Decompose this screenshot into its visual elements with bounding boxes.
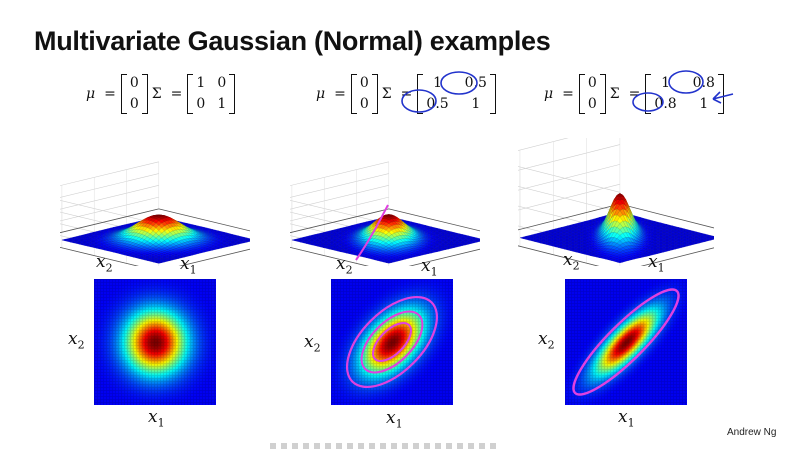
x2-label: x2 — [304, 332, 321, 355]
mu-value: 0 — [587, 75, 597, 91]
mu-vector: 0 0 — [120, 74, 148, 114]
mu-symbol: μ — [316, 86, 326, 102]
axis-gridline — [518, 144, 620, 171]
x1-label: x1 — [421, 256, 438, 279]
axis-gridline — [518, 185, 620, 213]
sigma-value: 0 — [196, 96, 206, 112]
sigma-symbol: Σ — [381, 86, 392, 102]
axis-gridline — [619, 203, 714, 229]
surface-plot-1 — [60, 161, 250, 266]
heatmap-3 — [565, 279, 687, 405]
sigma-value: 1 — [699, 96, 709, 112]
axis-gridline — [60, 208, 159, 234]
mu-vector: 0 0 — [350, 74, 378, 114]
mu-symbol: μ — [544, 86, 554, 102]
axis-gridline — [518, 245, 600, 266]
sigma-value: 1 — [433, 75, 442, 91]
mu-value: 0 — [129, 75, 139, 91]
x1-label: x1 — [148, 407, 165, 430]
mu-value: 0 — [587, 96, 597, 112]
surface-patch — [616, 261, 624, 264]
sigma-symbol: Σ — [609, 86, 620, 102]
equals-sign: = — [562, 86, 574, 102]
axis-gridline — [178, 248, 250, 266]
axis-gridline — [290, 246, 369, 266]
equals-sign: = — [170, 86, 183, 102]
sigma-value: 0.8 — [692, 75, 715, 91]
axis-gridline — [518, 183, 620, 211]
sigma-value: 0 — [217, 75, 227, 91]
equals-sign: = — [334, 86, 346, 102]
author-credit: Andrew Ng — [727, 427, 777, 438]
surface-patch — [385, 261, 392, 264]
sigma-symbol: Σ — [151, 86, 162, 102]
annotation-circle — [440, 71, 478, 95]
axis-gridline — [518, 138, 569, 151]
x2-label: x2 — [96, 252, 113, 275]
surface-plot-3 — [518, 138, 714, 266]
formula-2: μ = 0 0 Σ = 1 0.5 0.5 1 — [312, 72, 496, 116]
x1-label: x1 — [386, 408, 403, 431]
axis-gridline — [388, 208, 480, 232]
axis-gridline — [60, 246, 139, 266]
sigma-value: 1 — [471, 96, 481, 112]
sigma-value: 1 — [217, 96, 227, 112]
mu-symbol: μ — [86, 86, 96, 102]
slide-title: Multivariate Gaussian (Normal) examples — [34, 26, 551, 56]
caption-strip — [270, 443, 500, 449]
x1-label: x1 — [648, 252, 665, 275]
annotation-circle — [401, 89, 437, 113]
heatmap-2 — [331, 279, 453, 405]
sigma-value: 1 — [661, 75, 670, 91]
surface-patch — [155, 261, 162, 264]
axis-gridline — [518, 164, 620, 191]
mu-value: 0 — [359, 75, 369, 91]
axis-gridline — [640, 247, 714, 266]
x1-label: x1 — [180, 254, 197, 277]
annotation-circle — [632, 92, 664, 112]
sigma-value: 0.5 — [464, 75, 487, 91]
axis-gridline — [518, 166, 620, 193]
axis-gridline — [518, 203, 621, 231]
formula-3: μ = 0 0 Σ = 1 0.8 0.8 1 — [540, 72, 724, 116]
axis-gridline — [290, 199, 389, 225]
x2-label: x2 — [538, 329, 555, 352]
axis-gridline — [408, 248, 480, 266]
arrow-icon — [712, 91, 734, 104]
sigma-matrix: 1 0 0 1 — [187, 74, 236, 114]
axis-gridline — [158, 208, 250, 232]
mu-vector: 0 0 — [578, 74, 606, 114]
x2-label: x2 — [336, 254, 353, 277]
heatmap-1 — [94, 279, 216, 405]
equals-sign: = — [628, 86, 641, 102]
x1-label: x1 — [618, 407, 635, 430]
x2-label: x2 — [563, 250, 580, 273]
mu-value: 0 — [129, 96, 139, 112]
sigma-matrix: 1 0.5 0.5 1 — [417, 74, 496, 114]
x2-label: x2 — [68, 329, 85, 352]
annotation-circle — [668, 70, 704, 94]
sigma-value: 1 — [196, 75, 206, 91]
formula-1: μ = 0 0 Σ = 1 0 0 1 — [82, 72, 236, 116]
surface-plot-2 — [290, 161, 480, 266]
equals-sign: = — [104, 86, 116, 102]
mu-value: 0 — [359, 96, 369, 112]
